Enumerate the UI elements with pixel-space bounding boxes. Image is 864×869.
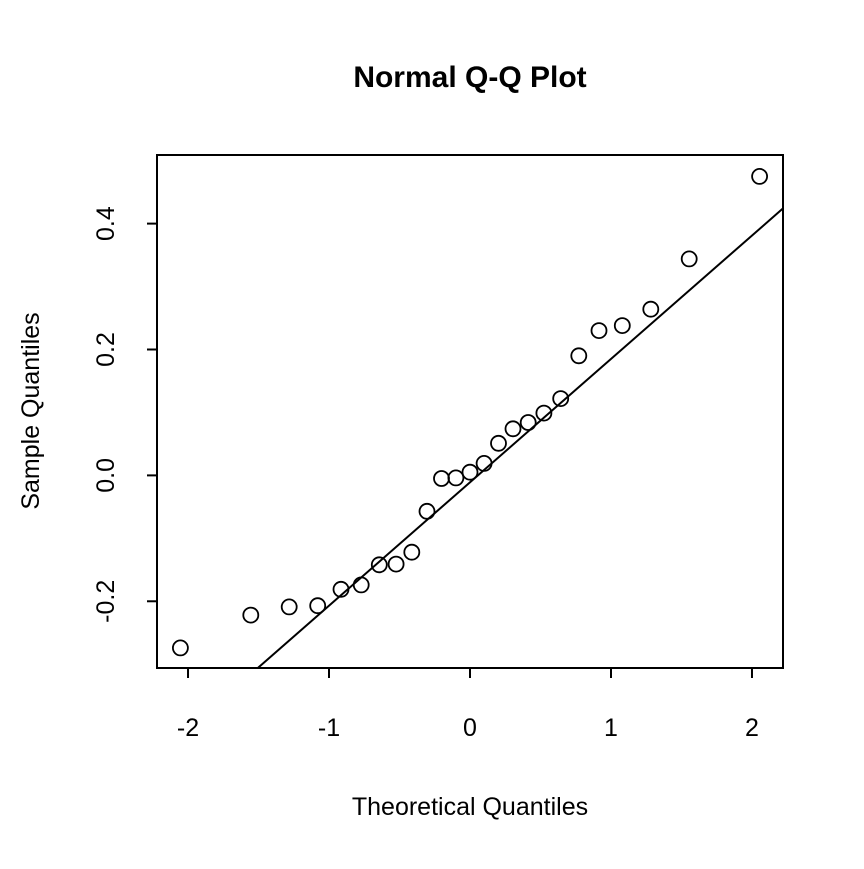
- data-point: [387, 555, 405, 573]
- qq-reference-line: [257, 207, 784, 669]
- data-point: [171, 639, 189, 657]
- x-axis-tick-label: 2: [745, 714, 759, 742]
- data-point: [751, 167, 768, 185]
- plot-frame: [156, 154, 784, 669]
- x-axis-tick-label: -1: [318, 714, 340, 742]
- y-axis-tick-label: 0.2: [92, 332, 120, 367]
- data-point: [680, 250, 698, 268]
- data-point: [642, 300, 660, 318]
- data-point: [352, 576, 370, 594]
- x-axis-tick-label: 0: [463, 714, 477, 742]
- plot-layer: -2 -1 0 1 2 -0.2 0.0 0.2 0.4: [92, 154, 784, 742]
- x-axis-tick-label: -2: [177, 714, 199, 742]
- data-point: [570, 347, 588, 365]
- data-point: [403, 543, 421, 561]
- data-point: [613, 317, 631, 335]
- data-point: [461, 463, 479, 481]
- plot-title: Normal Q-Q Plot: [353, 61, 586, 94]
- y-axis-title: Sample Quantiles: [17, 312, 45, 509]
- y-axis-tick-label: 0.0: [92, 458, 120, 493]
- data-point: [370, 556, 388, 574]
- data-point: [552, 390, 570, 408]
- data-point: [280, 598, 298, 616]
- data-point: [590, 322, 608, 340]
- data-point: [490, 434, 507, 452]
- data-point: [535, 404, 553, 422]
- x-axis-title: Theoretical Quantiles: [352, 793, 588, 821]
- x-axis-tick-label: 1: [604, 714, 618, 742]
- y-axis-tick-label: 0.4: [92, 206, 120, 241]
- data-point: [242, 606, 260, 624]
- data-point: [433, 470, 450, 487]
- y-axis-tick-label: -0.2: [92, 580, 120, 623]
- data-point: [447, 469, 465, 487]
- data-point: [309, 597, 327, 615]
- data-point: [519, 414, 537, 431]
- data-point: [504, 420, 522, 438]
